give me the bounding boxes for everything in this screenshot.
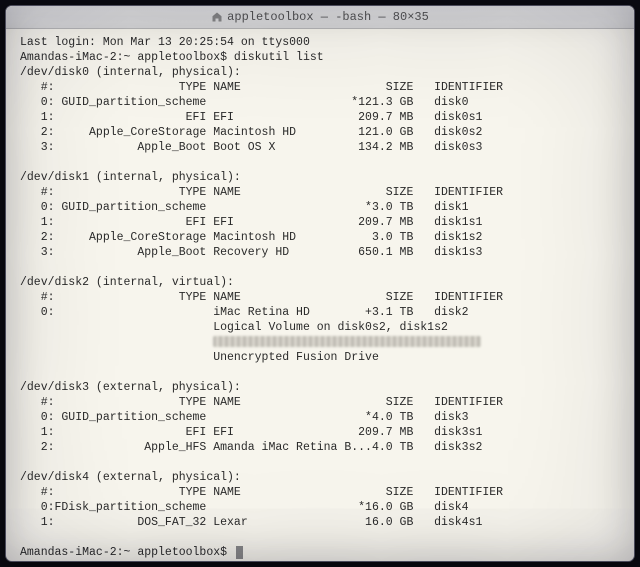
terminal-output[interactable]: Last login: Mon Mar 13 20:25:54 on ttys0… — [6, 29, 634, 561]
terminal-window: appletoolbox — -bash — 80×35 Last login:… — [6, 6, 634, 561]
window-title-text: appletoolbox — -bash — 80×35 — [227, 10, 429, 25]
window-title: appletoolbox — -bash — 80×35 — [211, 10, 429, 25]
home-icon — [211, 11, 223, 23]
cursor — [236, 546, 243, 559]
titlebar[interactable]: appletoolbox — -bash — 80×35 — [6, 6, 634, 29]
redacted-uuid — [213, 336, 481, 347]
